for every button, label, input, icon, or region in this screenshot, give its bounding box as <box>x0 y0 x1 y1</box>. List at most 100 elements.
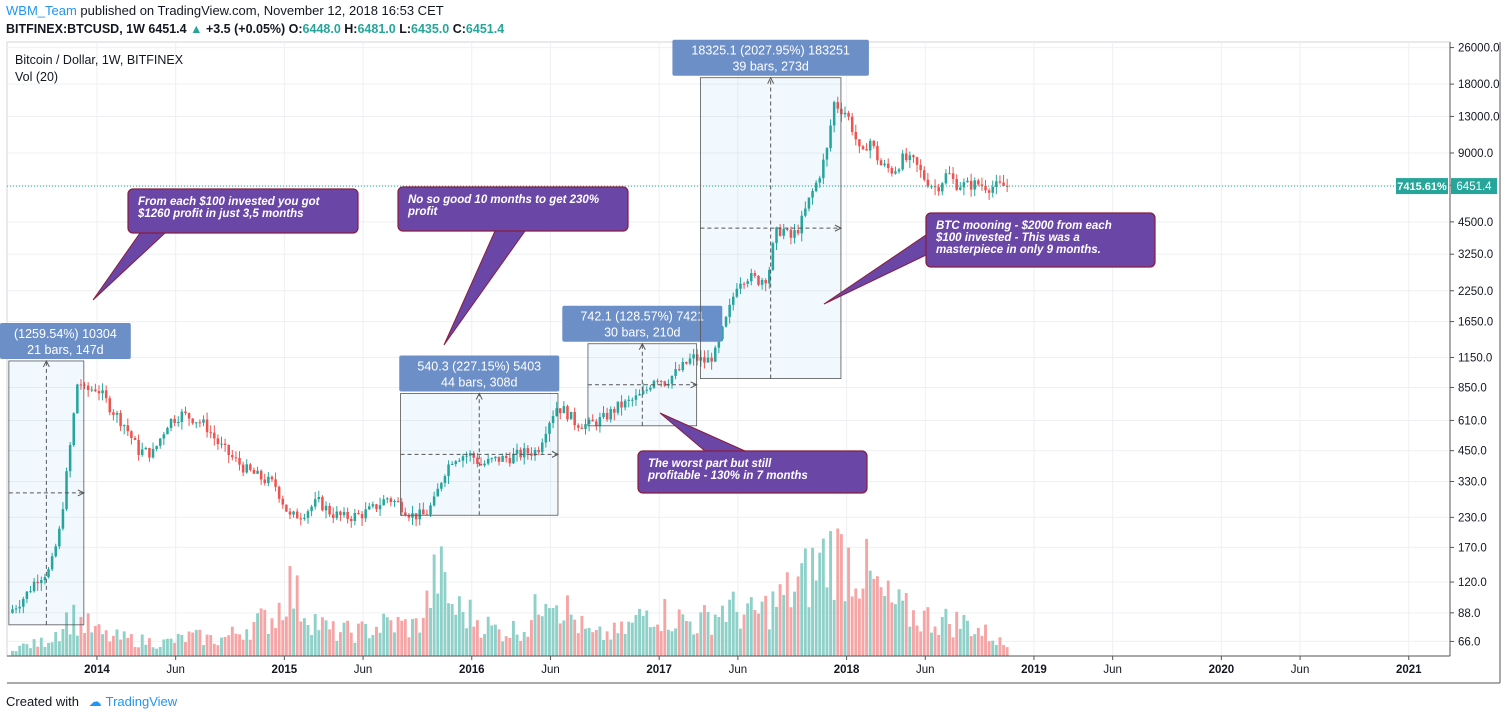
price-tick-label: 330.0 <box>1458 477 1487 489</box>
measure-arrow-right-icon <box>834 224 843 232</box>
volume-bar <box>126 637 130 656</box>
volume-bar <box>47 642 50 656</box>
volume-legend[interactable]: Vol (20) <box>15 70 59 84</box>
open-label: O: <box>288 22 303 36</box>
candle-body <box>699 357 703 361</box>
volume-series <box>11 528 1009 656</box>
candle-body <box>331 514 335 518</box>
volume-bar <box>915 625 919 656</box>
candle-body <box>306 511 310 518</box>
candle-body <box>677 369 681 371</box>
series-legend[interactable]: Bitcoin / Dollar, 1W, BITFINEX <box>15 53 184 67</box>
volume-bar <box>602 640 605 656</box>
candle-body <box>1002 182 1005 186</box>
candle-body <box>933 186 937 188</box>
volume-bar <box>821 538 825 656</box>
volume-bar <box>1002 644 1005 656</box>
candle-body <box>389 498 393 503</box>
candle-body <box>775 227 778 244</box>
volume-bar <box>839 534 843 656</box>
volume-bar <box>119 639 123 656</box>
volume-bar <box>205 634 209 656</box>
time-tick-label: Jun <box>1291 664 1310 676</box>
candle-body <box>796 230 800 234</box>
candle-body <box>76 384 79 414</box>
candle-body <box>47 569 50 578</box>
candle-body <box>904 153 908 161</box>
volume-bar <box>447 603 450 656</box>
candle-body <box>126 425 130 432</box>
volume-bar <box>187 631 191 656</box>
volume-bar <box>912 610 915 656</box>
candle-body <box>36 581 39 584</box>
volume-bar <box>699 612 703 656</box>
candle-body <box>757 275 760 285</box>
candle-body <box>613 409 616 413</box>
tradingview-logo-icon[interactable]: ☁ <box>88 694 102 709</box>
volume-bar <box>252 621 256 656</box>
candle-body <box>61 509 65 529</box>
volume-bar <box>861 588 865 656</box>
candle-body <box>256 470 259 474</box>
volume-bar <box>706 611 710 656</box>
volume-bar <box>663 599 667 656</box>
candle-body <box>241 464 245 473</box>
volume-bar <box>832 599 836 656</box>
candle-body <box>205 419 209 433</box>
volume-bar <box>598 626 602 656</box>
candle-body <box>811 191 814 198</box>
volume-bar <box>486 616 490 656</box>
candle-body <box>822 159 825 179</box>
volume-bar <box>760 601 764 656</box>
callout-line: From each $100 invested you got <box>138 196 321 208</box>
candle-body <box>483 463 486 466</box>
measure-arrow-right-icon <box>690 381 698 389</box>
volume-bar <box>472 626 476 656</box>
volume-bar <box>1005 647 1009 656</box>
author-link[interactable]: WBM_Team <box>6 3 77 18</box>
candle-body <box>508 458 512 464</box>
time-tick-label: 2018 <box>834 664 860 676</box>
candle-body <box>616 401 620 413</box>
volume-bar <box>674 628 678 656</box>
published-text: published on TradingView.com, November 1… <box>80 3 444 18</box>
candle-body <box>631 399 634 401</box>
volume-bar <box>198 629 202 656</box>
candle-body <box>191 418 194 424</box>
candle-body <box>897 169 901 172</box>
volume-bar <box>21 643 25 656</box>
callout-line: profitable - 130% in 7 months <box>647 470 808 482</box>
tradingview-brand[interactable]: TradingView <box>105 694 178 709</box>
volume-bar <box>79 616 83 656</box>
candle-body <box>501 455 504 462</box>
candle-body <box>58 528 61 547</box>
candle-body <box>778 227 782 236</box>
candle-body <box>29 591 32 593</box>
candle-body <box>22 598 25 607</box>
candle-body <box>641 390 645 395</box>
candle-body <box>137 439 140 455</box>
candle-body <box>180 411 184 423</box>
time-tick-label: Jun <box>354 664 373 676</box>
candle-body <box>112 412 115 415</box>
candle-body <box>580 427 584 429</box>
candle-body <box>202 419 205 423</box>
volume-bar <box>519 640 523 656</box>
candle-body <box>443 476 447 483</box>
candle-body <box>537 450 540 453</box>
volume-bar <box>724 622 728 656</box>
volume-bar <box>800 563 804 656</box>
price-tick-label: 1650.0 <box>1458 317 1493 329</box>
volume-bar <box>230 626 234 656</box>
callout-box <box>925 212 1156 268</box>
candle-body <box>670 375 674 384</box>
high-value: 6481.0 <box>357 22 396 36</box>
candle-body <box>504 455 508 459</box>
candle-body <box>310 506 313 512</box>
price-tick-label: 610.0 <box>1458 415 1487 427</box>
candle-body <box>303 517 306 519</box>
volume-bar <box>346 620 350 656</box>
candle-body <box>295 511 299 519</box>
volume-bar <box>829 531 833 656</box>
